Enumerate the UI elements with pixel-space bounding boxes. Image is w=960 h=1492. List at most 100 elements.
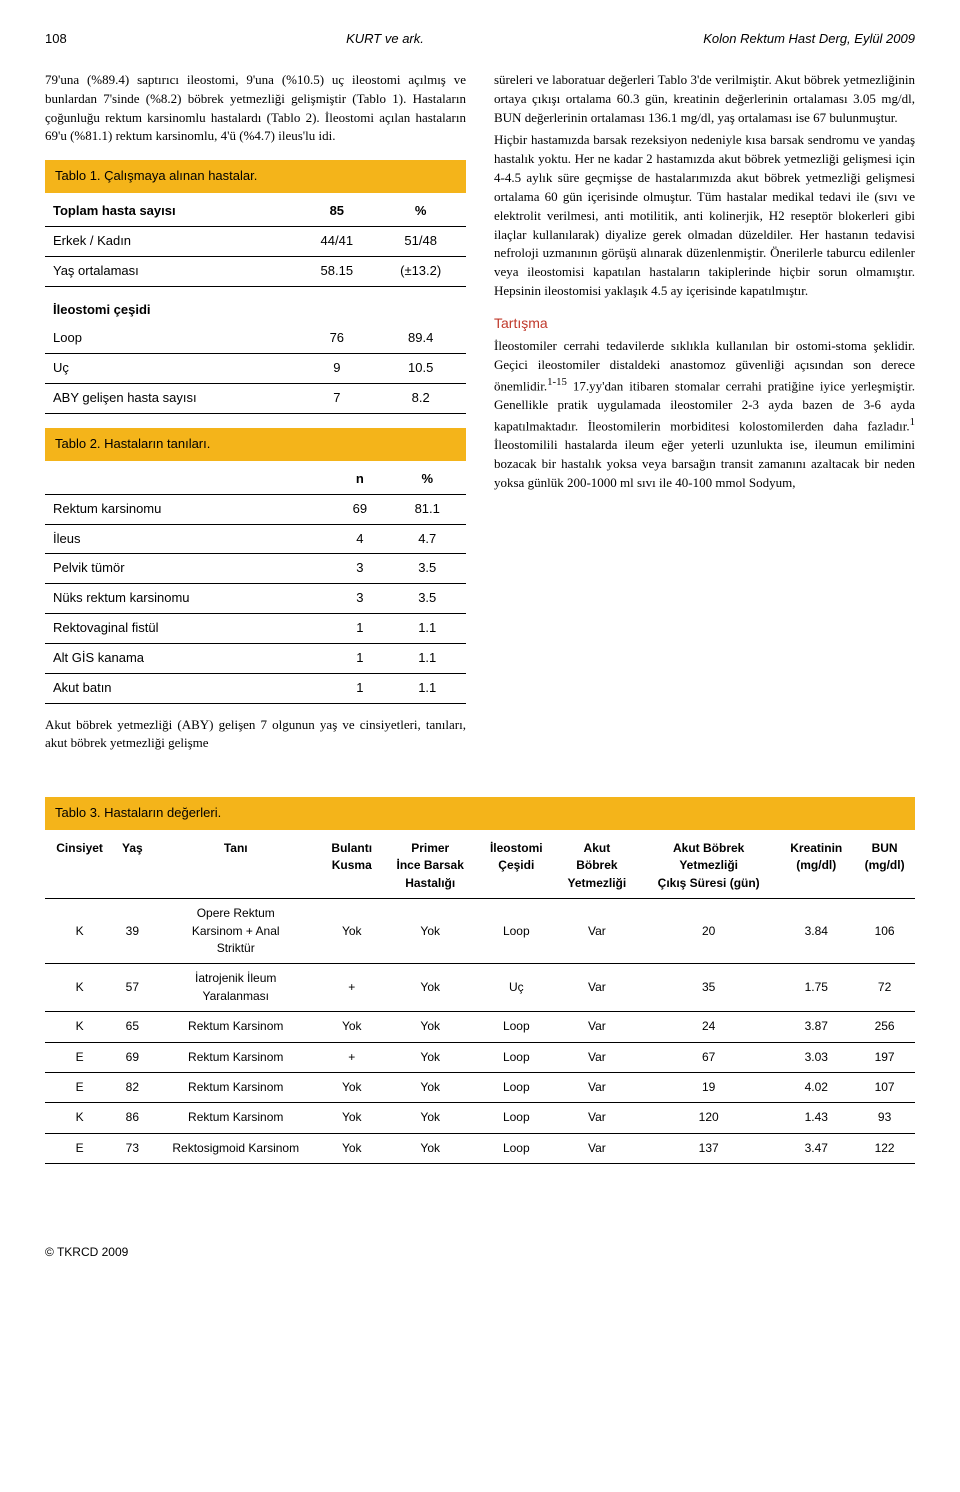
cell-value: 82 (114, 1073, 150, 1103)
right-para-3: İleostomiler cerrahi tedavilerde sıklıkl… (494, 337, 915, 492)
cell-value: Yok (321, 899, 383, 964)
cell-value: 3.5 (388, 554, 466, 584)
cell-value: 39 (114, 899, 150, 964)
cell-value: Yok (321, 1073, 383, 1103)
cell-value: K (45, 964, 114, 1012)
tablo3: CinsiyetYaşTanıBulantıKusmaPrimerİnce Ba… (45, 834, 915, 1164)
cell-value: 35 (639, 964, 778, 1012)
cell-value: K (45, 1103, 114, 1133)
cell-value: 120 (639, 1103, 778, 1133)
cell-value: 3.84 (778, 899, 854, 964)
cell-value: Yok (383, 899, 478, 964)
cell-value: 7 (298, 384, 375, 414)
tablo3-title: Tablo 3. Hastaların değerleri. (45, 797, 915, 830)
table-row: Toplam hasta sayısı85% (45, 197, 466, 226)
header-journal: Kolon Rektum Hast Derg, Eylül 2009 (703, 30, 915, 49)
cell-label: ABY gelişen hasta sayısı (45, 384, 298, 414)
page-footer: © TKRCD 2009 (45, 1244, 915, 1261)
cell-value: 1 (331, 643, 388, 673)
cell-value: 1 (331, 614, 388, 644)
right-column: süreleri ve laboratuar değerleri Tablo 3… (494, 71, 915, 757)
cell-value: 81.1 (388, 494, 466, 524)
cell-value: 3.5 (388, 584, 466, 614)
tablo1-title: Tablo 1. Çalışmaya alınan hastalar. (45, 160, 466, 193)
cell-label: İleus (45, 524, 331, 554)
tablo3-header: Yaş (114, 834, 150, 899)
cell-value: Rektum Karsinom (151, 1073, 321, 1103)
page-header: 108 KURT ve ark. Kolon Rektum Hast Derg,… (45, 30, 915, 49)
table-row: Rektovaginal fistül11.1 (45, 614, 466, 644)
tablo2-h1 (45, 465, 331, 494)
cell-value: Loop (478, 899, 555, 964)
cell-label: Pelvik tümör (45, 554, 331, 584)
cell-value: 51/48 (375, 226, 466, 256)
cell-value: Var (555, 964, 639, 1012)
page-number: 108 (45, 30, 67, 49)
tablo2-header-row: n % (45, 465, 466, 494)
cell-value: 67 (639, 1042, 778, 1072)
table-row: K39Opere RektumKarsinom + AnalStriktürYo… (45, 899, 915, 964)
cell-label: Loop (45, 324, 298, 353)
cell-value: 76 (298, 324, 375, 353)
left-column: 79'una (%89.4) saptırıcı ileostomi, 9'un… (45, 71, 466, 757)
cell-value: 8.2 (375, 384, 466, 414)
cell-label: Akut batın (45, 673, 331, 703)
left-para-after-t2: Akut böbrek yetmezliği (ABY) gelişen 7 o… (45, 716, 466, 754)
cell-value: 1 (331, 673, 388, 703)
cell-value: 1.75 (778, 964, 854, 1012)
cell-value: 65 (114, 1012, 150, 1042)
table-row: E69Rektum Karsinom+YokLoopVar673.03197 (45, 1042, 915, 1072)
cell-value: 4.7 (388, 524, 466, 554)
tablo2-h3: % (388, 465, 466, 494)
cell-value: K (45, 899, 114, 964)
tablo2: n % Rektum karsinomu6981.1İleus44.7Pelvi… (45, 465, 466, 704)
cell-value: 1.43 (778, 1103, 854, 1133)
cell-label: Alt GİS kanama (45, 643, 331, 673)
cell-value: Yok (321, 1012, 383, 1042)
table-row: Uç910.5 (45, 354, 466, 384)
cell-value: 107 (854, 1073, 915, 1103)
cell-value: 24 (639, 1012, 778, 1042)
cell-value: (±13.2) (375, 256, 466, 286)
cell-value: Yok (383, 1042, 478, 1072)
table-section-row: İleostomi çeşidi (45, 286, 466, 324)
cell-value: 72 (854, 964, 915, 1012)
table-row: İleus44.7 (45, 524, 466, 554)
cell-value: % (375, 197, 466, 226)
cell-value: Loop (478, 1103, 555, 1133)
cell-value: Rektum Karsinom (151, 1042, 321, 1072)
cell-value: 256 (854, 1012, 915, 1042)
cell-value: Yok (383, 1012, 478, 1042)
cell-value: Loop (478, 1073, 555, 1103)
cell-value: 1.1 (388, 673, 466, 703)
tablo3-header: Kreatinin(mg/dl) (778, 834, 854, 899)
table-row: Alt GİS kanama11.1 (45, 643, 466, 673)
cell-value: Var (555, 899, 639, 964)
cell-value: Var (555, 1012, 639, 1042)
table-row: Rektum karsinomu6981.1 (45, 494, 466, 524)
cell-value: + (321, 1042, 383, 1072)
cell-value: E (45, 1073, 114, 1103)
cell-value: Rektosigmoid Karsinom (151, 1133, 321, 1163)
cell-value: 9 (298, 354, 375, 384)
cell-value: 4 (331, 524, 388, 554)
cell-value: 4.02 (778, 1073, 854, 1103)
cell-value: Rektum Karsinom (151, 1103, 321, 1133)
tablo3-header: BUN(mg/dl) (854, 834, 915, 899)
table-row: K57İatrojenik İleumYaralanması+YokUçVar3… (45, 964, 915, 1012)
cell-value: Var (555, 1103, 639, 1133)
table-row: Loop7689.4 (45, 324, 466, 353)
cell-value: 197 (854, 1042, 915, 1072)
tablo3-header: Akut BöbrekYetmezliğiÇıkış Süresi (gün) (639, 834, 778, 899)
cell-value: 106 (854, 899, 915, 964)
tablo3-header: Primerİnce BarsakHastalığı (383, 834, 478, 899)
table-row: Akut batın11.1 (45, 673, 466, 703)
table-row: E73Rektosigmoid KarsinomYokYokLoopVar137… (45, 1133, 915, 1163)
tablo2-title: Tablo 2. Hastaların tanıları. (45, 428, 466, 461)
header-authors: KURT ve ark. (346, 30, 424, 49)
cell-value: 1.1 (388, 643, 466, 673)
cell-value: 20 (639, 899, 778, 964)
cell-value: 3 (331, 554, 388, 584)
tablo3-header: Tanı (151, 834, 321, 899)
cell-value: 73 (114, 1133, 150, 1163)
